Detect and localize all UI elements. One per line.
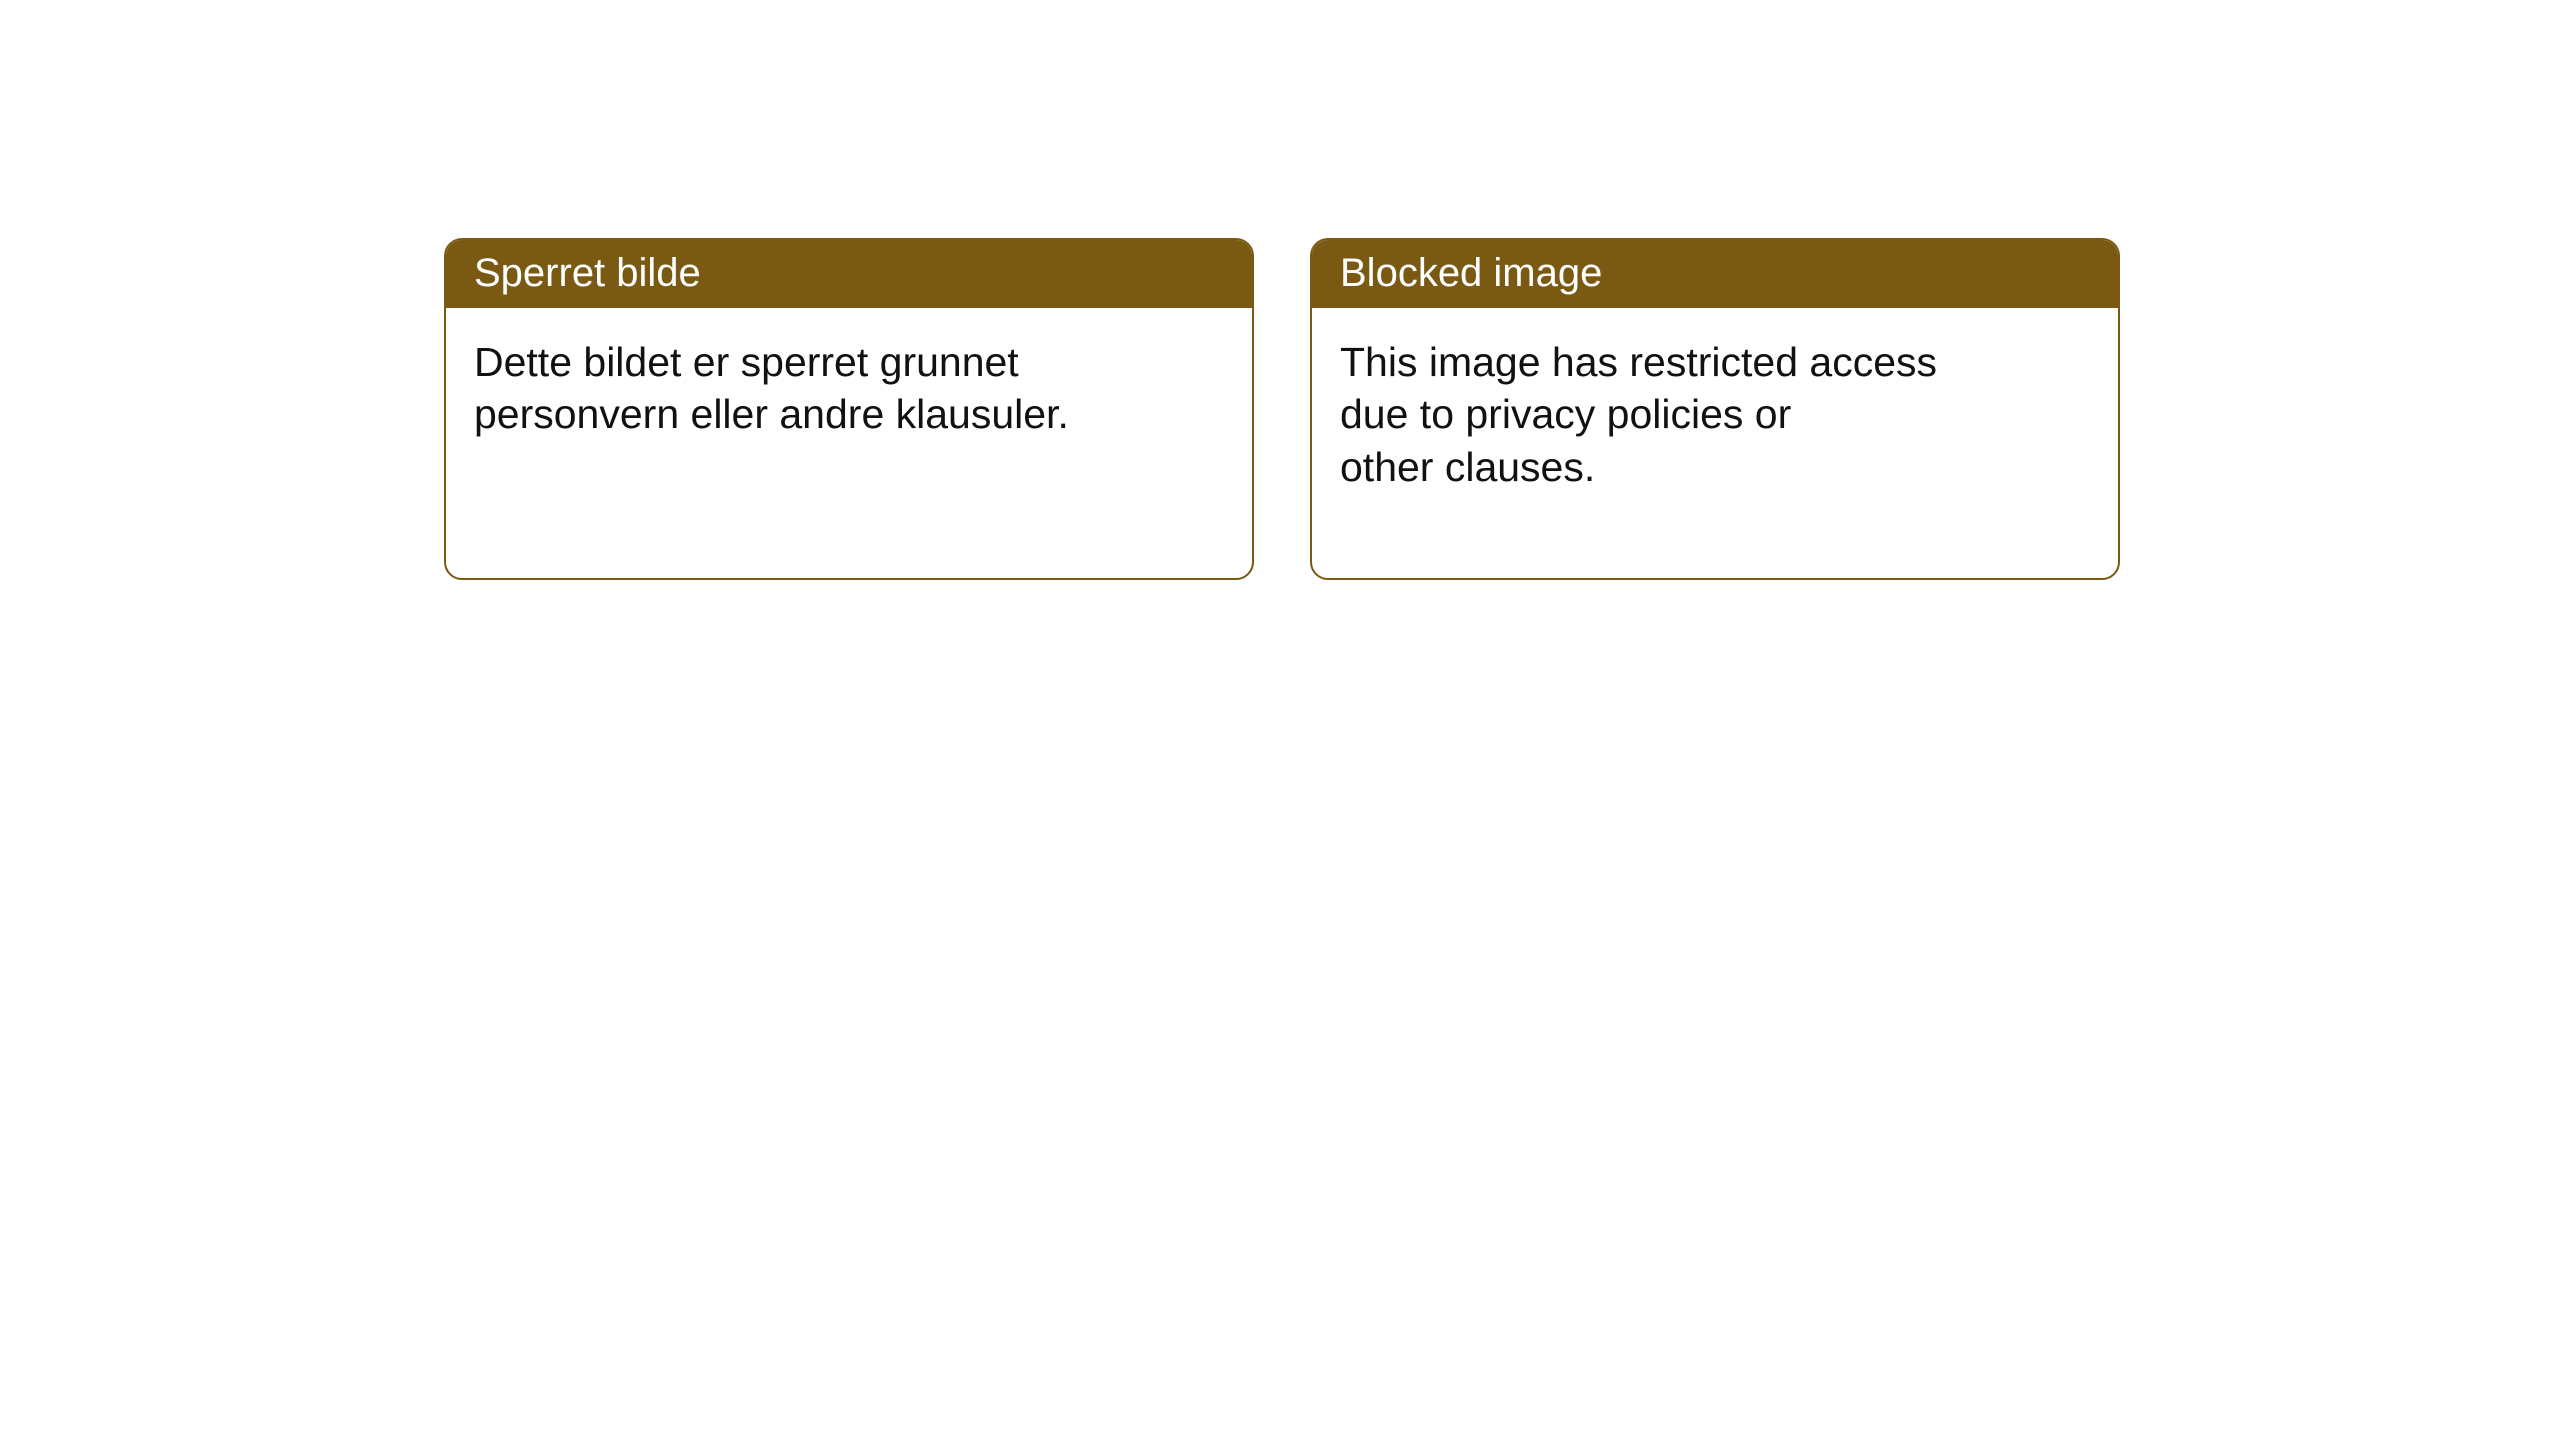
notice-title-norwegian: Sperret bilde xyxy=(446,240,1252,308)
notice-title-english: Blocked image xyxy=(1312,240,2118,308)
notice-body-english: This image has restricted access due to … xyxy=(1312,308,2118,493)
blocked-image-notices: Sperret bilde Dette bildet er sperret gr… xyxy=(0,0,2560,580)
notice-card-english: Blocked image This image has restricted … xyxy=(1310,238,2120,580)
notice-card-norwegian: Sperret bilde Dette bildet er sperret gr… xyxy=(444,238,1254,580)
notice-body-norwegian: Dette bildet er sperret grunnet personve… xyxy=(446,308,1252,441)
